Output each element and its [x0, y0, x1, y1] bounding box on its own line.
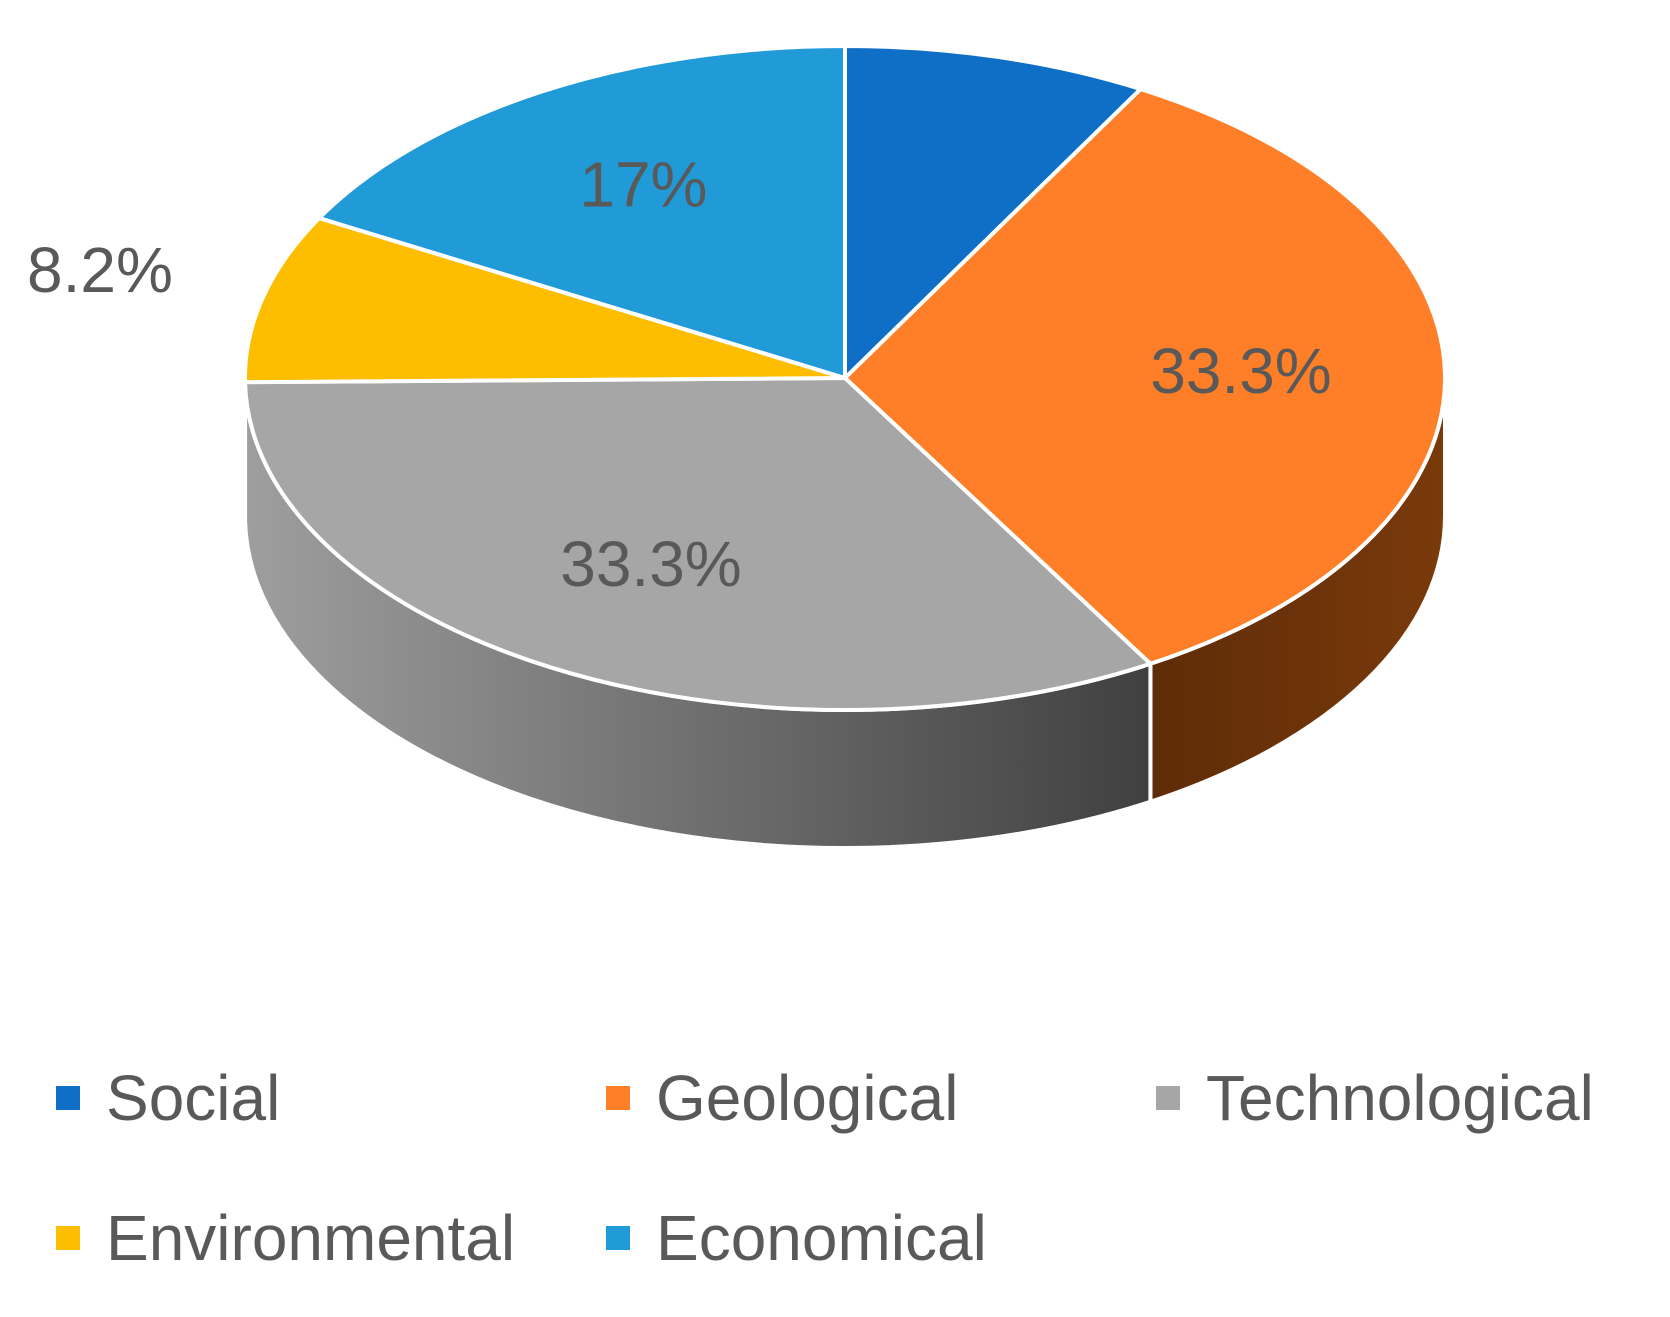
pie-data-labels: 8.233.3%33.3%8.2%17% — [27, 148, 1332, 600]
data-label-technological: 33.3% — [560, 528, 741, 600]
pie-top-slices — [243, 44, 1447, 712]
pie-slice-social — [843, 44, 1143, 380]
data-label-geological: 33.3% — [1150, 335, 1331, 407]
data-label-economical: 17% — [579, 148, 707, 220]
pie-slice-geological — [843, 87, 1447, 666]
data-label-environmental: 8.2% — [27, 234, 173, 306]
pie-slice-economical — [317, 44, 847, 380]
pie-slice-technological — [243, 376, 1153, 712]
pie-slice-environmental — [243, 216, 847, 385]
